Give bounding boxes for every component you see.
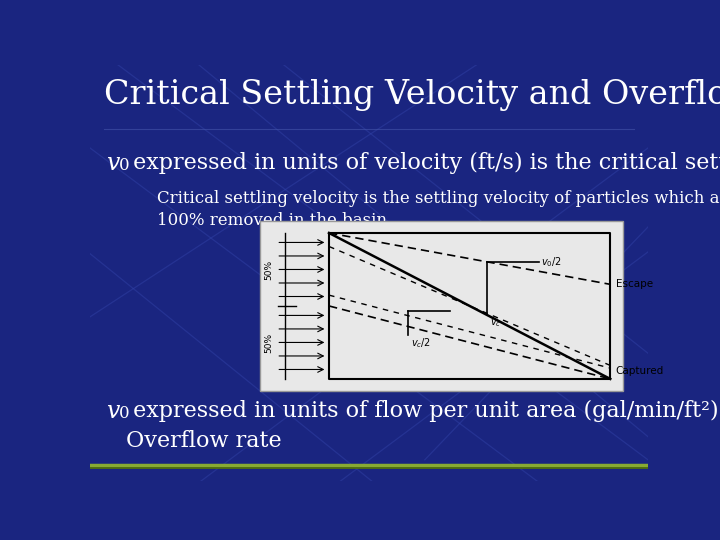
Text: Critical Settling Velocity and Overflow Rate: Critical Settling Velocity and Overflow … [104,79,720,111]
Text: v: v [106,152,119,175]
Text: Escape: Escape [616,279,652,289]
Text: 0: 0 [119,157,129,174]
Text: expressed in units of velocity (ft/s) is the critical settling velocity: expressed in units of velocity (ft/s) is… [126,152,720,174]
Text: 50%: 50% [264,333,273,353]
Text: 0: 0 [119,404,129,422]
Text: Captured: Captured [616,366,664,376]
Text: $v_0$/2: $v_0$/2 [541,255,562,268]
Text: 50%: 50% [264,259,273,280]
Text: $v_c$: $v_c$ [490,318,501,329]
Text: Critical settling velocity is the settling velocity of particles which are
100% : Critical settling velocity is the settli… [157,190,720,230]
Text: v: v [106,400,119,422]
Text: $v_c$/2: $v_c$/2 [411,336,431,350]
Bar [260,221,623,391]
Text: expressed in units of flow per unit area (gal/min/ft²) is called the
Overflow ra: expressed in units of flow per unit area… [126,400,720,452]
